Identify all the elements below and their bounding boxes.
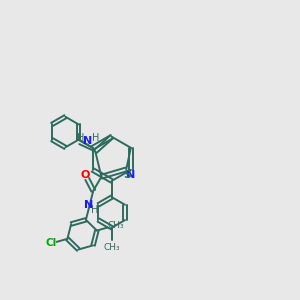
Text: O: O	[80, 170, 90, 180]
Text: N: N	[83, 136, 93, 146]
Text: H: H	[92, 133, 99, 142]
Text: H: H	[77, 133, 84, 142]
Text: CH₃: CH₃	[103, 243, 120, 252]
Text: N: N	[126, 170, 136, 180]
Text: N: N	[84, 200, 93, 210]
Text: Cl: Cl	[45, 238, 57, 248]
Text: H: H	[91, 205, 99, 215]
Text: S: S	[123, 170, 131, 180]
Text: CH₃: CH₃	[107, 221, 124, 230]
